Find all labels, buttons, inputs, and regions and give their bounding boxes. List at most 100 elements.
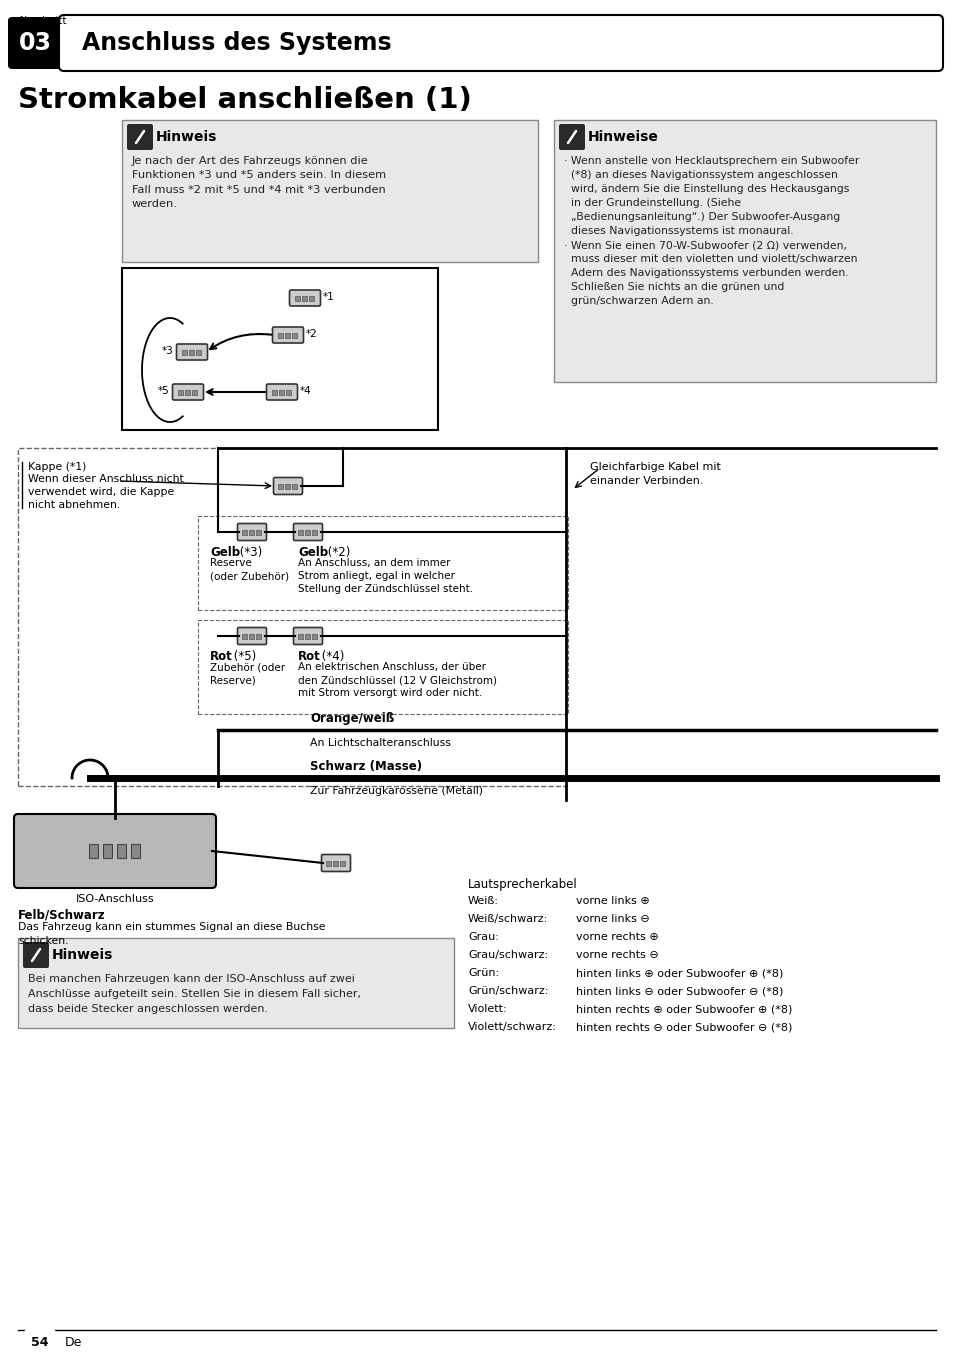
Text: *1: *1 xyxy=(323,292,335,301)
Text: Violett/schwarz:: Violett/schwarz: xyxy=(468,1022,557,1032)
Text: Hinweis: Hinweis xyxy=(156,130,217,145)
FancyBboxPatch shape xyxy=(23,942,49,968)
Bar xyxy=(286,389,292,395)
FancyBboxPatch shape xyxy=(289,289,320,306)
FancyBboxPatch shape xyxy=(294,523,322,541)
FancyBboxPatch shape xyxy=(237,627,266,645)
Text: Schwarz (Masse): Schwarz (Masse) xyxy=(310,760,421,773)
Text: Je nach der Art des Fahrzeugs können die
Funktionen *3 und *5 anders sein. In di: Je nach der Art des Fahrzeugs können die… xyxy=(132,155,386,210)
Text: Rot: Rot xyxy=(210,650,233,662)
Text: Gelb: Gelb xyxy=(297,546,328,558)
Bar xyxy=(193,389,197,395)
Text: An Lichtschalteranschluss: An Lichtschalteranschluss xyxy=(310,738,451,748)
Bar xyxy=(293,333,297,338)
Bar xyxy=(305,530,310,534)
FancyBboxPatch shape xyxy=(8,18,62,69)
Text: 03: 03 xyxy=(18,31,51,55)
Text: Gleichfarbige Kabel mit
einander Verbinden.: Gleichfarbige Kabel mit einander Verbind… xyxy=(589,462,720,485)
FancyBboxPatch shape xyxy=(18,938,454,1028)
Text: An Anschluss, an dem immer
Strom anliegt, egal in welcher
Stellung der Zündschlü: An Anschluss, an dem immer Strom anliegt… xyxy=(297,558,473,595)
Text: Gelb: Gelb xyxy=(210,546,240,558)
Bar xyxy=(242,634,247,638)
Bar xyxy=(293,484,297,488)
Text: Hinweise: Hinweise xyxy=(587,130,659,145)
FancyBboxPatch shape xyxy=(127,124,152,150)
FancyBboxPatch shape xyxy=(558,124,584,150)
Text: An elektrischen Anschluss, der über
den Zündschlüssel (12 V Gleichstrom)
mit Str: An elektrischen Anschluss, der über den … xyxy=(297,662,497,699)
FancyBboxPatch shape xyxy=(273,327,303,343)
Text: hinten rechts ⊖ oder Subwoofer ⊖ (*8): hinten rechts ⊖ oder Subwoofer ⊖ (*8) xyxy=(576,1022,792,1032)
FancyBboxPatch shape xyxy=(294,627,322,645)
FancyBboxPatch shape xyxy=(321,854,350,872)
Text: (*5): (*5) xyxy=(230,650,256,662)
Text: (*4): (*4) xyxy=(317,650,344,662)
Bar xyxy=(242,530,247,534)
Text: Bei manchen Fahrzeugen kann der ISO-Anschluss auf zwei
Anschlüsse aufgeteilt sei: Bei manchen Fahrzeugen kann der ISO-Ansc… xyxy=(28,973,360,1014)
Bar xyxy=(326,860,331,865)
Bar xyxy=(340,860,345,865)
Text: *5: *5 xyxy=(158,387,170,396)
Text: Felb/Schwarz: Felb/Schwarz xyxy=(18,909,106,921)
Text: Abschnitt: Abschnitt xyxy=(18,16,68,26)
Bar xyxy=(256,530,261,534)
Text: Grün/schwarz:: Grün/schwarz: xyxy=(468,986,548,996)
Bar xyxy=(313,530,317,534)
Bar xyxy=(131,844,140,859)
FancyBboxPatch shape xyxy=(266,384,297,400)
Text: ISO-Anschluss: ISO-Anschluss xyxy=(75,894,154,904)
Text: *2: *2 xyxy=(306,329,317,339)
Text: Stromkabel anschließen (1): Stromkabel anschließen (1) xyxy=(18,87,472,114)
Text: Hinweis: Hinweis xyxy=(52,948,113,963)
Bar xyxy=(302,296,307,300)
Text: De: De xyxy=(65,1336,82,1348)
Bar xyxy=(256,634,261,638)
Circle shape xyxy=(22,1324,58,1352)
Text: Anschluss des Systems: Anschluss des Systems xyxy=(82,31,392,55)
FancyBboxPatch shape xyxy=(274,477,302,495)
Text: Das Fahrzeug kann ein stummes Signal an diese Buchse
schicken.: Das Fahrzeug kann ein stummes Signal an … xyxy=(18,922,325,946)
Text: Orange/weiß: Orange/weiß xyxy=(310,713,394,725)
FancyBboxPatch shape xyxy=(237,523,266,541)
Text: vorne links ⊖: vorne links ⊖ xyxy=(576,914,649,923)
Text: Kappe (*1): Kappe (*1) xyxy=(28,462,87,472)
Bar xyxy=(103,844,112,859)
Text: Grün:: Grün: xyxy=(468,968,498,977)
Text: Zur Fahrzeugkarosserie (Metall): Zur Fahrzeugkarosserie (Metall) xyxy=(310,786,482,796)
Text: *3: *3 xyxy=(162,346,173,356)
Text: (*2): (*2) xyxy=(324,546,350,558)
Bar xyxy=(285,484,291,488)
Text: 54: 54 xyxy=(31,1336,49,1348)
Text: Grau/schwarz:: Grau/schwarz: xyxy=(468,950,548,960)
Bar xyxy=(190,350,194,354)
Text: hinten links ⊕ oder Subwoofer ⊕ (*8): hinten links ⊕ oder Subwoofer ⊕ (*8) xyxy=(576,968,782,977)
Bar xyxy=(295,296,300,300)
Text: Grau:: Grau: xyxy=(468,932,498,942)
FancyBboxPatch shape xyxy=(59,15,942,72)
FancyBboxPatch shape xyxy=(172,384,203,400)
Bar xyxy=(196,350,201,354)
Bar xyxy=(305,634,310,638)
FancyBboxPatch shape xyxy=(14,814,215,888)
Text: Weiß/schwarz:: Weiß/schwarz: xyxy=(468,914,548,923)
Bar xyxy=(182,350,188,354)
Text: Reserve
(oder Zubehör): Reserve (oder Zubehör) xyxy=(210,558,289,581)
Bar xyxy=(298,530,303,534)
Bar xyxy=(89,844,98,859)
Text: hinten rechts ⊕ oder Subwoofer ⊕ (*8): hinten rechts ⊕ oder Subwoofer ⊕ (*8) xyxy=(576,1005,792,1014)
Bar xyxy=(185,389,191,395)
Bar xyxy=(250,530,254,534)
FancyBboxPatch shape xyxy=(176,343,208,360)
Text: Violett:: Violett: xyxy=(468,1005,507,1014)
Bar xyxy=(279,389,284,395)
Text: vorne rechts ⊖: vorne rechts ⊖ xyxy=(576,950,659,960)
Bar xyxy=(178,389,183,395)
Bar xyxy=(278,333,283,338)
Bar xyxy=(309,296,314,300)
Text: *4: *4 xyxy=(299,387,312,396)
Bar xyxy=(298,634,303,638)
Text: (*3): (*3) xyxy=(235,546,262,558)
Bar xyxy=(278,484,283,488)
Bar xyxy=(273,389,277,395)
Bar xyxy=(250,634,254,638)
FancyBboxPatch shape xyxy=(122,120,537,262)
